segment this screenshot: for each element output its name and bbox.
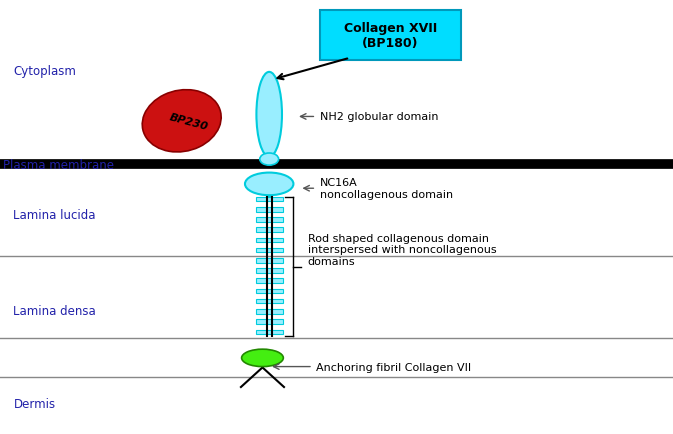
Bar <box>256 289 283 293</box>
Bar <box>256 207 283 212</box>
Text: Anchoring fibril Collagen VII: Anchoring fibril Collagen VII <box>316 362 471 372</box>
Bar <box>256 299 283 304</box>
Bar <box>256 269 283 273</box>
Text: Plasma membrane: Plasma membrane <box>3 158 114 171</box>
Bar <box>256 228 283 233</box>
Text: Rod shaped collagenous domain
interspersed with noncollagenous
domains: Rod shaped collagenous domain interspers… <box>308 233 496 266</box>
Ellipse shape <box>242 349 283 367</box>
Text: NH2 globular domain: NH2 globular domain <box>320 112 438 122</box>
Ellipse shape <box>256 72 282 157</box>
Bar <box>256 248 283 253</box>
Ellipse shape <box>142 90 221 153</box>
Text: Lamina densa: Lamina densa <box>13 304 96 317</box>
Ellipse shape <box>245 173 293 196</box>
Text: Collagen XVII
(BP180): Collagen XVII (BP180) <box>344 22 437 50</box>
Text: Lamina lucida: Lamina lucida <box>13 208 96 221</box>
Text: Dermis: Dermis <box>13 397 56 410</box>
Bar <box>256 197 283 202</box>
Bar <box>256 218 283 222</box>
Text: Cytoplasm: Cytoplasm <box>13 65 76 78</box>
Text: BP230: BP230 <box>168 112 209 132</box>
FancyBboxPatch shape <box>320 11 461 61</box>
Ellipse shape <box>260 154 279 166</box>
Bar <box>256 279 283 283</box>
Bar <box>256 309 283 314</box>
Bar <box>256 319 283 324</box>
Text: NC16A
noncollagenous domain: NC16A noncollagenous domain <box>320 178 453 200</box>
Bar <box>256 259 283 263</box>
Bar <box>256 238 283 243</box>
Bar <box>256 330 283 334</box>
